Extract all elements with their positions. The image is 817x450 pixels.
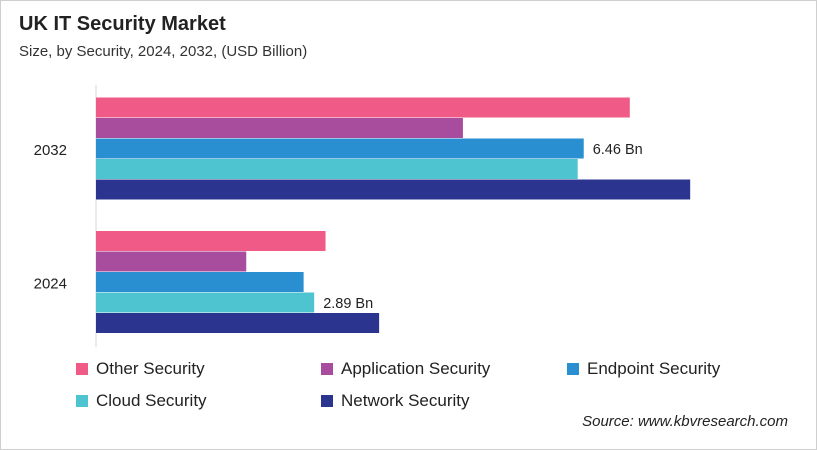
bar-other-security-2024 [96,231,326,251]
legend-item: Other Security [76,359,205,379]
legend-item: Endpoint Security [567,359,720,379]
legend-swatch [76,395,88,407]
bar-cloud-security-2032 [96,159,578,179]
category-label: 2024 [34,275,67,292]
bar-network-security-2024 [96,313,380,333]
legend-swatch [567,363,579,375]
legend-label: Cloud Security [96,391,207,410]
legend-swatch [321,363,333,375]
bar-application-security-2032 [96,118,463,138]
data-label: 2.89 Bn [323,296,373,312]
source-note: Source: www.kbvresearch.com [582,413,788,430]
chart-title: UK IT Security Market [19,13,226,35]
bar-endpoint-security-2032 [96,138,584,159]
legend-label: Other Security [96,359,205,378]
legend-item: Cloud Security [76,391,207,411]
data-label: 6.46 Bn [593,142,643,158]
legend-swatch [321,395,333,407]
chart-subtitle: Size, by Security, 2024, 2032, (USD Bill… [19,43,308,60]
legend-label: Application Security [341,359,491,378]
legend-item: Application Security [321,359,490,379]
category-label: 2032 [34,142,67,159]
bar-cloud-security-2024 [96,292,315,313]
legend-label: Network Security [341,391,470,410]
legend-swatch [76,363,88,375]
legend-label: Endpoint Security [587,359,721,378]
legend-item: Network Security [321,391,469,411]
bar-other-security-2032 [96,97,630,118]
bar-endpoint-security-2024 [96,272,304,292]
bar-network-security-2032 [96,179,691,200]
bar-application-security-2024 [96,251,247,272]
